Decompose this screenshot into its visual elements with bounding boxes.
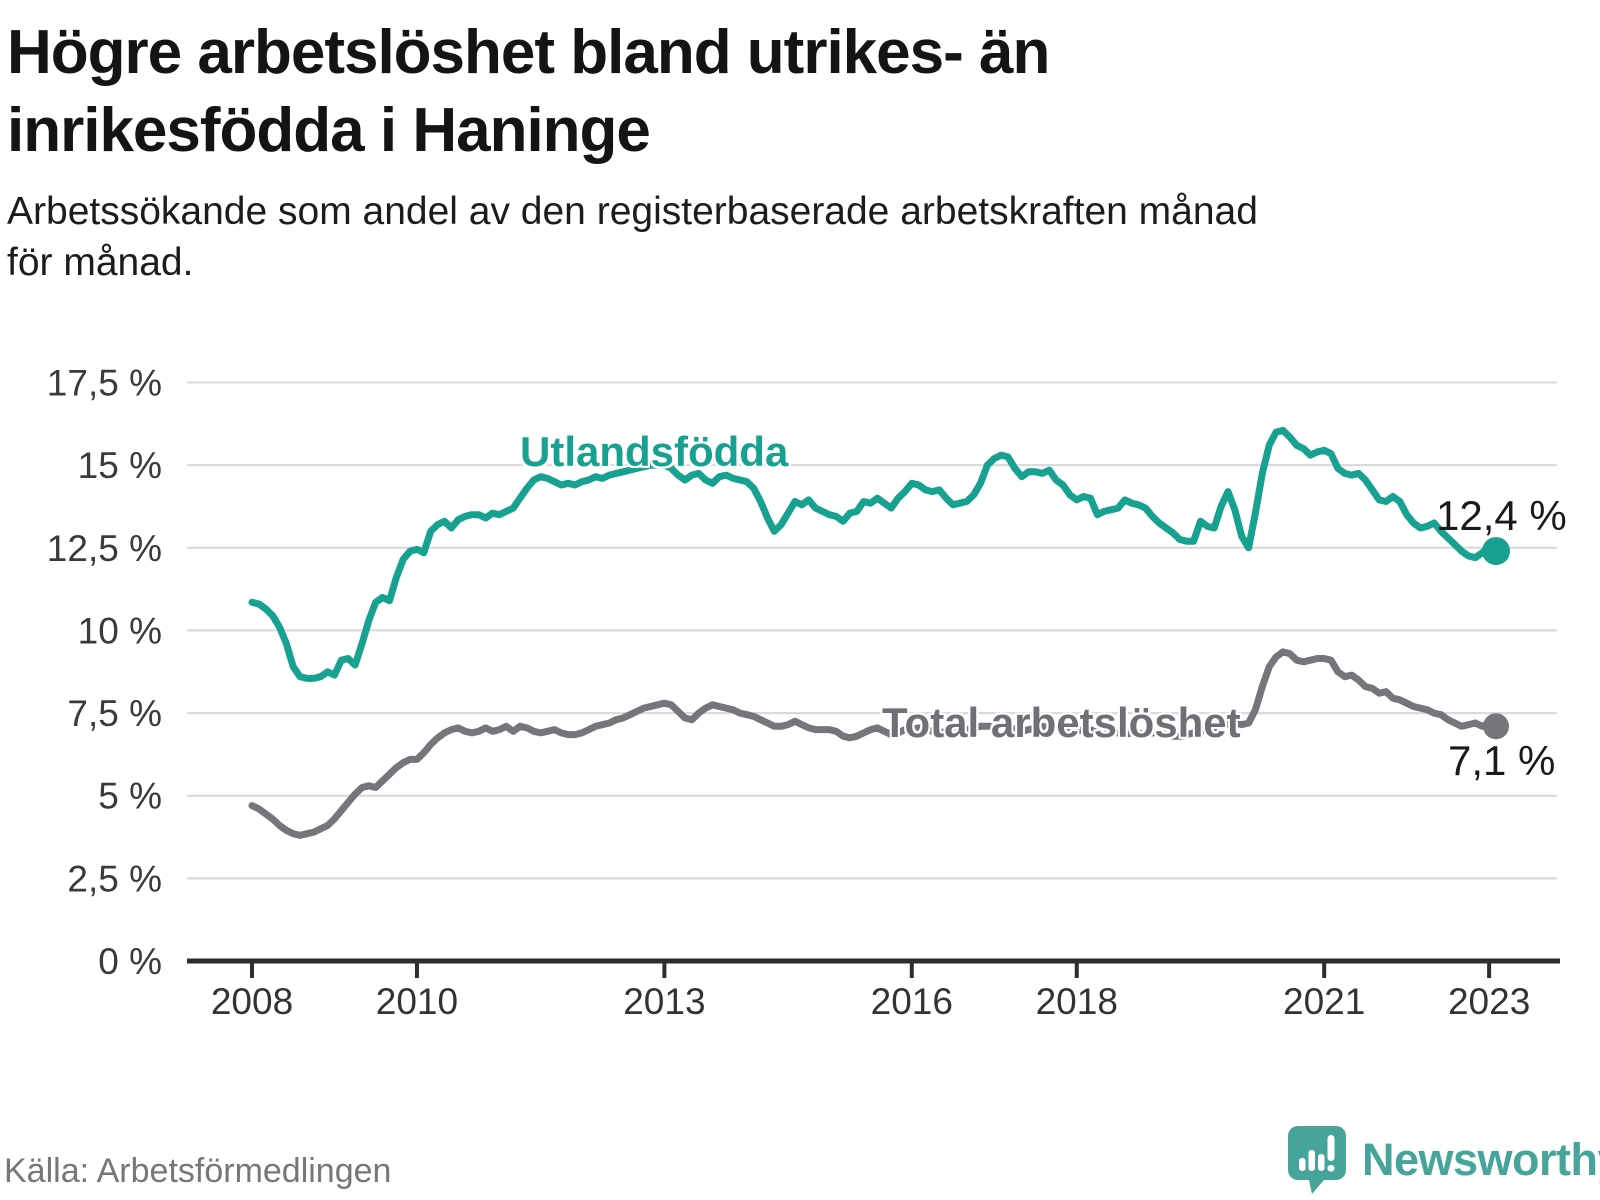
y-tick-label: 10 %: [78, 610, 162, 651]
subtitle-line-2: för månad.: [7, 241, 194, 284]
x-tick-label: 2013: [623, 981, 705, 1022]
x-tick-label: 2018: [1036, 981, 1118, 1022]
newsworthy-bubble-icon: [1288, 1126, 1346, 1194]
series-label-total-arbetsloshet: Total arbetslöshet: [882, 699, 1241, 746]
logo-bar-3: [1318, 1154, 1325, 1171]
y-tick-label: 5 %: [98, 776, 162, 817]
logo-bar-2: [1308, 1150, 1315, 1171]
y-tick-label: 15 %: [78, 445, 162, 486]
y-tick-label: 0 %: [98, 941, 162, 982]
series-endpoint-dot: [1482, 537, 1510, 566]
x-tick-label: 2016: [871, 981, 953, 1022]
x-tick-label: 2023: [1448, 981, 1530, 1022]
end-value-total: 7,1 %: [1448, 737, 1556, 784]
series-line-utlandsf-dda: [248, 426, 1500, 682]
y-tick-label: 17,5 %: [47, 363, 162, 404]
series-label-utlandsfodda: Utlandsfödda: [520, 428, 789, 475]
title-line-1: Högre arbetslöshet bland utrikes- än: [7, 18, 1050, 87]
y-tick-label: 7,5 %: [67, 693, 162, 734]
logo-exclamation-bar: [1327, 1135, 1335, 1161]
subtitle-line-1: Arbetssökande som andel av den registerb…: [7, 190, 1258, 233]
series-endpoint-dot: [1483, 713, 1509, 740]
title-line-2: inrikesfödda i Haninge: [7, 96, 651, 165]
y-tick-label: 12,5 %: [47, 528, 162, 569]
page-title: Högre arbetslöshet bland utrikes- än inr…: [7, 14, 1050, 170]
brand-logo: Newsworthy: [1286, 1124, 1600, 1196]
x-tick-label: 2010: [376, 981, 458, 1022]
series-line-total-arbetsl-shet: [248, 648, 1500, 839]
logo-bar-1: [1299, 1158, 1306, 1171]
source-note: Källa: Arbetsförmedlingen: [4, 1152, 392, 1190]
y-tick-label: 2,5 %: [67, 858, 162, 899]
page-subtitle: Arbetssökande som andel av den registerb…: [7, 186, 1258, 288]
x-tick-label: 2008: [211, 981, 293, 1022]
x-tick-label: 2021: [1283, 981, 1365, 1022]
end-value-utlandsfodda: 12,4 %: [1436, 492, 1567, 539]
logo-exclamation-dot: [1327, 1165, 1335, 1172]
brand-name: Newsworthy: [1362, 1134, 1600, 1185]
